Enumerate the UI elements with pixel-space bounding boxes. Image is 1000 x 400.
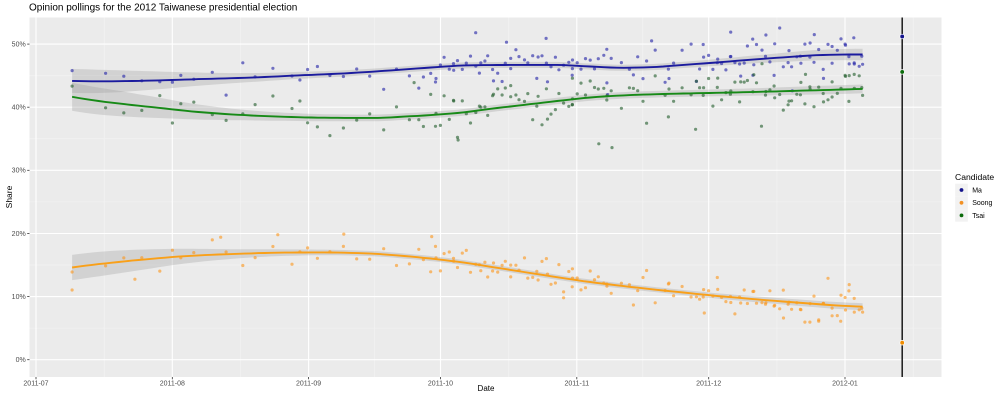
svg-text:2011-10: 2011-10 (428, 381, 453, 388)
svg-text:2011-12: 2011-12 (696, 381, 721, 388)
svg-text:2011-09: 2011-09 (296, 381, 321, 388)
svg-text:30%: 30% (12, 168, 26, 175)
svg-text:Candidate: Candidate (955, 172, 994, 182)
svg-text:2011-08: 2011-08 (160, 381, 185, 388)
svg-text:Tsai: Tsai (972, 213, 985, 220)
svg-text:Date: Date (478, 384, 495, 393)
svg-text:Ma: Ma (972, 187, 982, 194)
svg-text:2011-11: 2011-11 (564, 381, 589, 388)
svg-text:Share: Share (4, 185, 14, 208)
svg-text:Soong: Soong (972, 200, 992, 207)
svg-text:2011-07: 2011-07 (23, 381, 48, 388)
svg-text:10%: 10% (12, 294, 26, 301)
svg-text:50%: 50% (12, 42, 26, 49)
svg-text:Opinion pollings for the 2012: Opinion pollings for the 2012 Taiwanese … (29, 3, 297, 14)
svg-text:40%: 40% (12, 105, 26, 112)
svg-text:20%: 20% (12, 231, 26, 238)
svg-text:0%: 0% (16, 357, 26, 364)
svg-text:2012-01: 2012-01 (832, 381, 858, 388)
